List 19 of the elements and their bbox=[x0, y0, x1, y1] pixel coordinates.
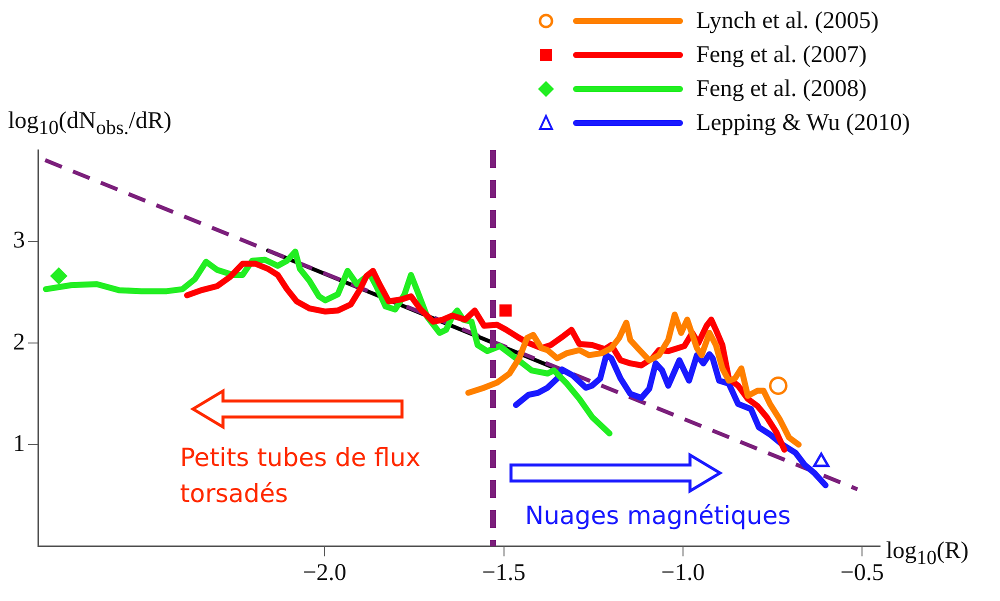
legend-label: Feng et al. (2008) bbox=[696, 76, 867, 102]
y-tick-label: 3 bbox=[13, 228, 25, 254]
x-axis-title: log$_{10}$(R) bbox=[886, 538, 969, 570]
point bbox=[768, 376, 788, 395]
x-tick-label: −1.5 bbox=[482, 560, 526, 586]
x-tick-label: −0.5 bbox=[840, 560, 884, 586]
x-tick-label: −1.0 bbox=[661, 560, 705, 586]
x-tick-label: −2.0 bbox=[302, 560, 346, 586]
legend-label: Lynch et al. (2005) bbox=[696, 8, 879, 34]
point bbox=[499, 304, 512, 317]
legend-label: Lepping & Wu (2010) bbox=[696, 110, 910, 136]
y-axis-title: log$_{10}$(dN$_{obs.}$/dR) bbox=[8, 108, 172, 140]
point bbox=[813, 452, 830, 468]
legend-label: Feng et al. (2007) bbox=[696, 42, 867, 68]
point bbox=[50, 267, 68, 284]
y-tick-label: 1 bbox=[13, 430, 25, 457]
y-tick-label: 2 bbox=[13, 329, 25, 356]
annotation: Petits tubes de flux torsadés bbox=[180, 442, 422, 510]
annotation: Nuages magnétiques bbox=[525, 500, 792, 532]
